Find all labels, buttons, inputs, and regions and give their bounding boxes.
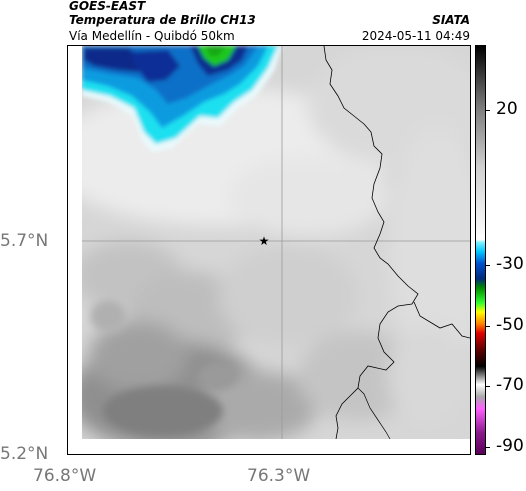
colorbar-tick <box>486 265 490 266</box>
satellite-map: ★ <box>67 45 471 455</box>
colorbar-label-minus-90: -90 <box>496 436 524 456</box>
institution-label: SIATA <box>432 13 470 27</box>
department-border <box>323 46 419 440</box>
satellite-title: GOES-EAST <box>69 0 146 13</box>
brightness-temperature-field: ★ <box>68 46 470 454</box>
lat-label-5-7: 5.7°N <box>0 231 49 251</box>
colorbar-tick <box>486 110 490 111</box>
datetime-label: 2024-05-11 04:49 <box>361 29 470 43</box>
route-subtitle: Vía Medellín - Quibdó 50km <box>69 29 235 43</box>
colorbar-tick <box>486 386 490 387</box>
colorbar-label-minus-70: -70 <box>496 375 524 395</box>
department-border-east <box>413 301 470 339</box>
colorbar-tick <box>486 447 490 448</box>
municipal-border <box>357 387 391 440</box>
temperature-colorbar <box>475 45 486 455</box>
lat-label-5-2: 5.2°N <box>0 444 49 464</box>
star-icon: ★ <box>259 234 270 248</box>
colorbar-label-20: 20 <box>496 99 518 119</box>
colorbar-label-minus-50: -50 <box>496 315 524 335</box>
lon-label-76-8: 76.8°W <box>33 466 97 486</box>
colorbar-tick <box>486 326 490 327</box>
colorbar-label-minus-30: -30 <box>496 254 524 274</box>
product-title: Temperatura de Brillo CH13 <box>69 13 256 27</box>
lon-label-76-3: 76.3°W <box>247 466 311 486</box>
